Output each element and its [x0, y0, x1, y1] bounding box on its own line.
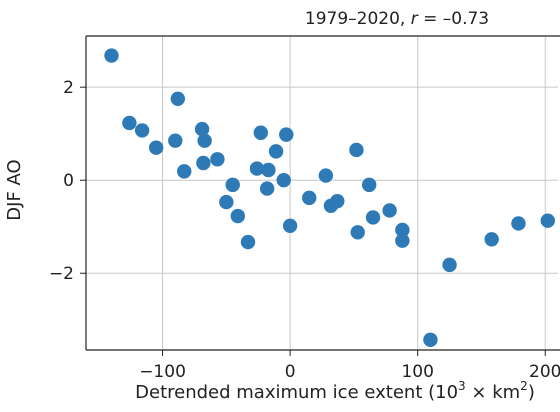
y-tick-label: −2	[49, 264, 74, 284]
chart-title-period: 1979–2020,	[305, 9, 411, 29]
data-point	[197, 133, 212, 148]
x-axis-label-main: Detrended maximum ice extent (10	[135, 382, 458, 403]
data-point	[350, 225, 365, 240]
data-point	[330, 193, 345, 209]
axes: −100 0 100 200 −2 0 2	[49, 35, 560, 382]
data-point	[219, 194, 234, 210]
data-point	[177, 164, 192, 179]
data-point	[168, 133, 183, 148]
data-point	[261, 162, 276, 178]
data-point	[134, 123, 150, 138]
data-point	[148, 140, 164, 155]
data-point	[240, 234, 256, 250]
data-point	[122, 115, 137, 131]
data-point	[395, 222, 410, 238]
y-axis-label: DJF AO	[4, 159, 25, 220]
data-point	[540, 213, 555, 228]
x-tick-label: 100	[401, 362, 433, 382]
y-tick-label: 0	[63, 171, 74, 191]
grid	[86, 36, 558, 350]
data-point	[365, 210, 381, 225]
x-tick-label: 200	[529, 362, 560, 382]
chart-title: 1979–2020, r = –0.73	[305, 9, 489, 29]
data-point	[442, 257, 457, 273]
data-point	[194, 121, 210, 137]
data-point	[282, 218, 298, 233]
x-axis-label-exponent-1: 3	[458, 379, 466, 393]
x-tick-label: 0	[285, 362, 296, 382]
data-point	[249, 161, 265, 176]
x-axis-label-mid: × km	[466, 382, 520, 403]
data-point	[279, 127, 294, 142]
x-axis-label-end: )	[528, 382, 535, 403]
data-point	[484, 232, 499, 247]
data-point	[395, 233, 410, 248]
x-axis-label: Detrended maximum ice extent (103 × km2)	[135, 379, 535, 403]
chart-title-r-value: = –0.73	[418, 9, 489, 29]
data-point	[230, 208, 246, 224]
chart-title-r-symbol: r	[411, 9, 419, 29]
data-point	[276, 173, 291, 188]
data-point	[302, 190, 317, 206]
data-point	[170, 91, 186, 107]
data-point	[511, 216, 526, 231]
data-point	[349, 142, 364, 158]
data-point	[225, 177, 240, 193]
data-point	[104, 48, 119, 63]
data-point	[259, 181, 275, 196]
data-point	[210, 152, 225, 167]
data-point	[196, 155, 211, 171]
data-point	[382, 203, 397, 218]
data-point	[362, 177, 377, 193]
x-axis-label-exponent-2: 2	[520, 379, 528, 393]
y-tick-label: 2	[63, 78, 74, 98]
data-point	[423, 332, 438, 347]
x-tick-label: −100	[139, 362, 186, 382]
data-point	[253, 125, 268, 140]
data-point	[268, 144, 284, 159]
data-points	[104, 48, 555, 347]
data-point	[318, 168, 334, 183]
